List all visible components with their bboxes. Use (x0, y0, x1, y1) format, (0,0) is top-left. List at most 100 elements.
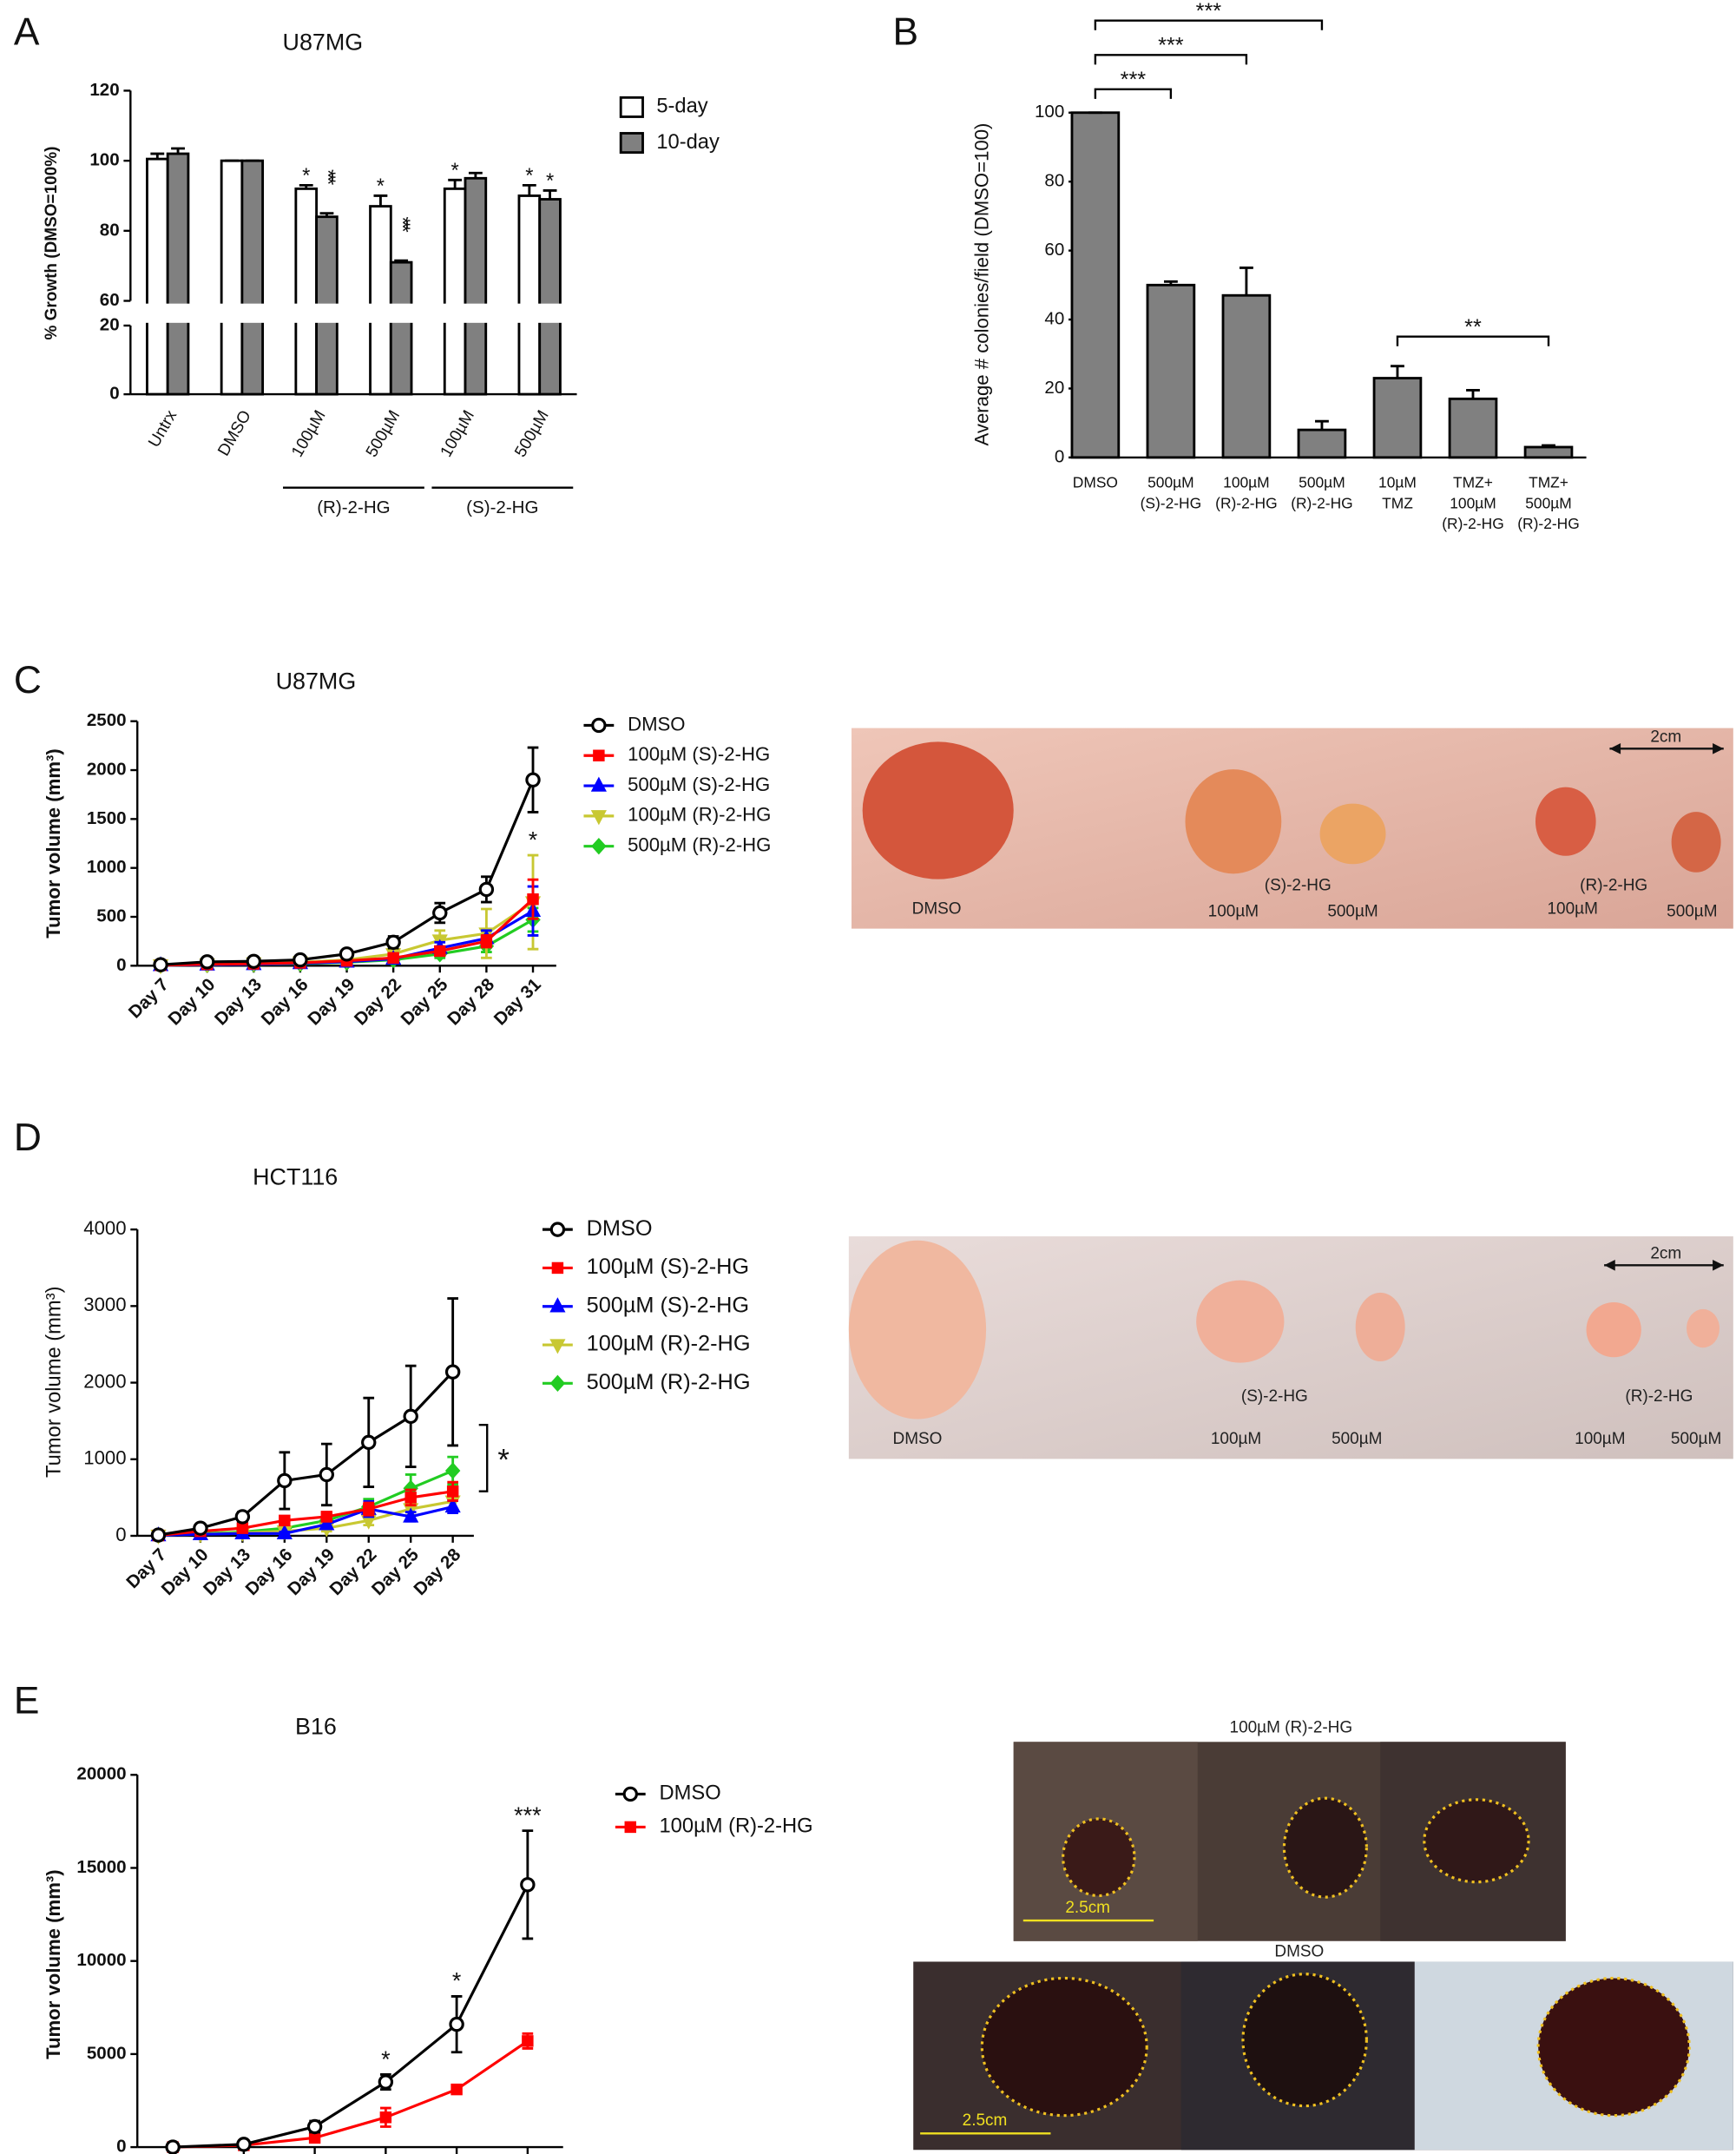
marker (199, 954, 215, 970)
photo-label: (S)-2-HG (1241, 1387, 1308, 1406)
y-tick-label: 500 (96, 906, 126, 925)
bar (389, 260, 413, 396)
x-tick-label: 100µM (437, 407, 478, 460)
chart-title: HCT116 (253, 1164, 338, 1190)
marker (444, 1462, 461, 1479)
significance: * (302, 165, 310, 188)
marker (446, 1485, 459, 1498)
error-bar (394, 259, 409, 263)
bar (166, 152, 190, 396)
x-tick-label: Day 13 (211, 974, 266, 1029)
y-tick-label: 0 (116, 2137, 126, 2154)
bar (294, 187, 319, 396)
error-bar (1391, 365, 1404, 379)
x-tick-label: 100µM (1223, 474, 1270, 491)
marker (378, 2074, 394, 2090)
x-tick-label: Day 19 (304, 974, 358, 1029)
error-bar (1466, 389, 1480, 399)
series-line (173, 2039, 529, 2149)
chart-title: U87MG (276, 668, 357, 694)
legend-label: 500µM (R)-2-HG (587, 1370, 751, 1394)
photo-label: 500µM (1327, 903, 1378, 921)
y-tick-label: 0 (116, 955, 126, 975)
comparison-bracket (1094, 19, 1324, 30)
x-tick-label: Day 25 (368, 1545, 423, 1599)
y-tick-label: 100 (89, 150, 119, 170)
y-axis-label: Average # colonies/field (DMSO=100) (971, 123, 993, 446)
marker (432, 905, 448, 921)
bar (464, 176, 488, 396)
marker (624, 1821, 636, 1834)
bar (1372, 377, 1423, 459)
x-tick-label: Day 10 (164, 974, 219, 1029)
marker (319, 1466, 334, 1483)
significance: * (451, 160, 459, 182)
bar (146, 157, 169, 396)
photo-label: (R)-2-HG (1625, 1387, 1693, 1406)
mouse-photo-e: 100µM (R)-2-HG 2.5cm DMSO 2.5cm (913, 1719, 1733, 2151)
x-tick-label: Day 22 (351, 974, 405, 1029)
x-tick-label: 500µM (1147, 474, 1194, 491)
comparison-bracket (478, 1423, 489, 1492)
significance: * (546, 170, 554, 193)
significance: *** (1158, 33, 1184, 57)
photo-label: DMSO (912, 899, 962, 918)
marker (379, 2111, 392, 2124)
panel-label: B (892, 10, 918, 53)
photo-label: 100µM (1211, 1430, 1261, 1448)
marker (236, 1522, 249, 1534)
error-bar (171, 147, 185, 155)
y-tick-label: 1000 (87, 857, 127, 877)
x-tick-label: (R)-2-HG (1442, 515, 1503, 532)
significance: * (377, 175, 385, 198)
group-label: (S)-2-HG (466, 497, 538, 517)
marker (279, 1514, 291, 1527)
y-tick-label: 60 (100, 290, 120, 310)
marker (150, 1527, 167, 1543)
marker (193, 1520, 208, 1536)
y-tick-label: 80 (100, 220, 120, 240)
x-tick-label: 100µM (1450, 494, 1496, 511)
photo-label: (S)-2-HG (1265, 877, 1332, 895)
x-tick-label: TMZ+ (1529, 474, 1568, 491)
significance: * (381, 2046, 391, 2072)
x-tick-label: 500µM (511, 407, 552, 460)
photo-label: 500µM (1332, 1430, 1382, 1448)
photo-label: 500µM (1667, 903, 1717, 921)
marker (234, 1509, 251, 1525)
x-tick-label: 500µM (363, 407, 404, 460)
x-tick-label: 10µM (1378, 474, 1417, 491)
x-tick-label: Day 28 (410, 1545, 464, 1599)
x-tick-label: (R)-2-HG (1291, 494, 1352, 511)
x-tick-label: Day 16 (241, 1545, 296, 1599)
panel-label: D (14, 1117, 42, 1159)
bar (517, 194, 542, 396)
marker (591, 717, 607, 734)
legend-label: DMSO (628, 713, 685, 734)
x-tick-label: (R)-2-HG (1215, 494, 1277, 511)
legend-label: 100µM (S)-2-HG (628, 743, 770, 765)
bar (1070, 111, 1121, 459)
y-tick-label: 0 (115, 1524, 126, 1545)
marker (363, 1503, 375, 1515)
marker (478, 881, 495, 898)
bar (220, 159, 244, 396)
x-tick-label: Untrx (145, 407, 181, 451)
photo-label: DMSO (1274, 1942, 1324, 1960)
marker (522, 2035, 534, 2047)
marker (450, 2083, 463, 2096)
axis-break (131, 303, 579, 323)
marker (525, 772, 541, 787)
photo-label: 100µM (1548, 899, 1598, 918)
bar (1448, 397, 1498, 459)
significance: * (497, 1443, 510, 1477)
marker (549, 1339, 566, 1354)
x-tick-label: Day 22 (326, 1545, 380, 1599)
x-tick-label: 100µM (288, 407, 329, 460)
marker (387, 952, 399, 965)
y-axis-label: % Growth (DMSO=100%) (43, 147, 61, 340)
marker (549, 1374, 566, 1393)
x-tick-label: Day 25 (397, 974, 451, 1029)
bar (240, 159, 265, 396)
error-bar (1163, 280, 1178, 286)
